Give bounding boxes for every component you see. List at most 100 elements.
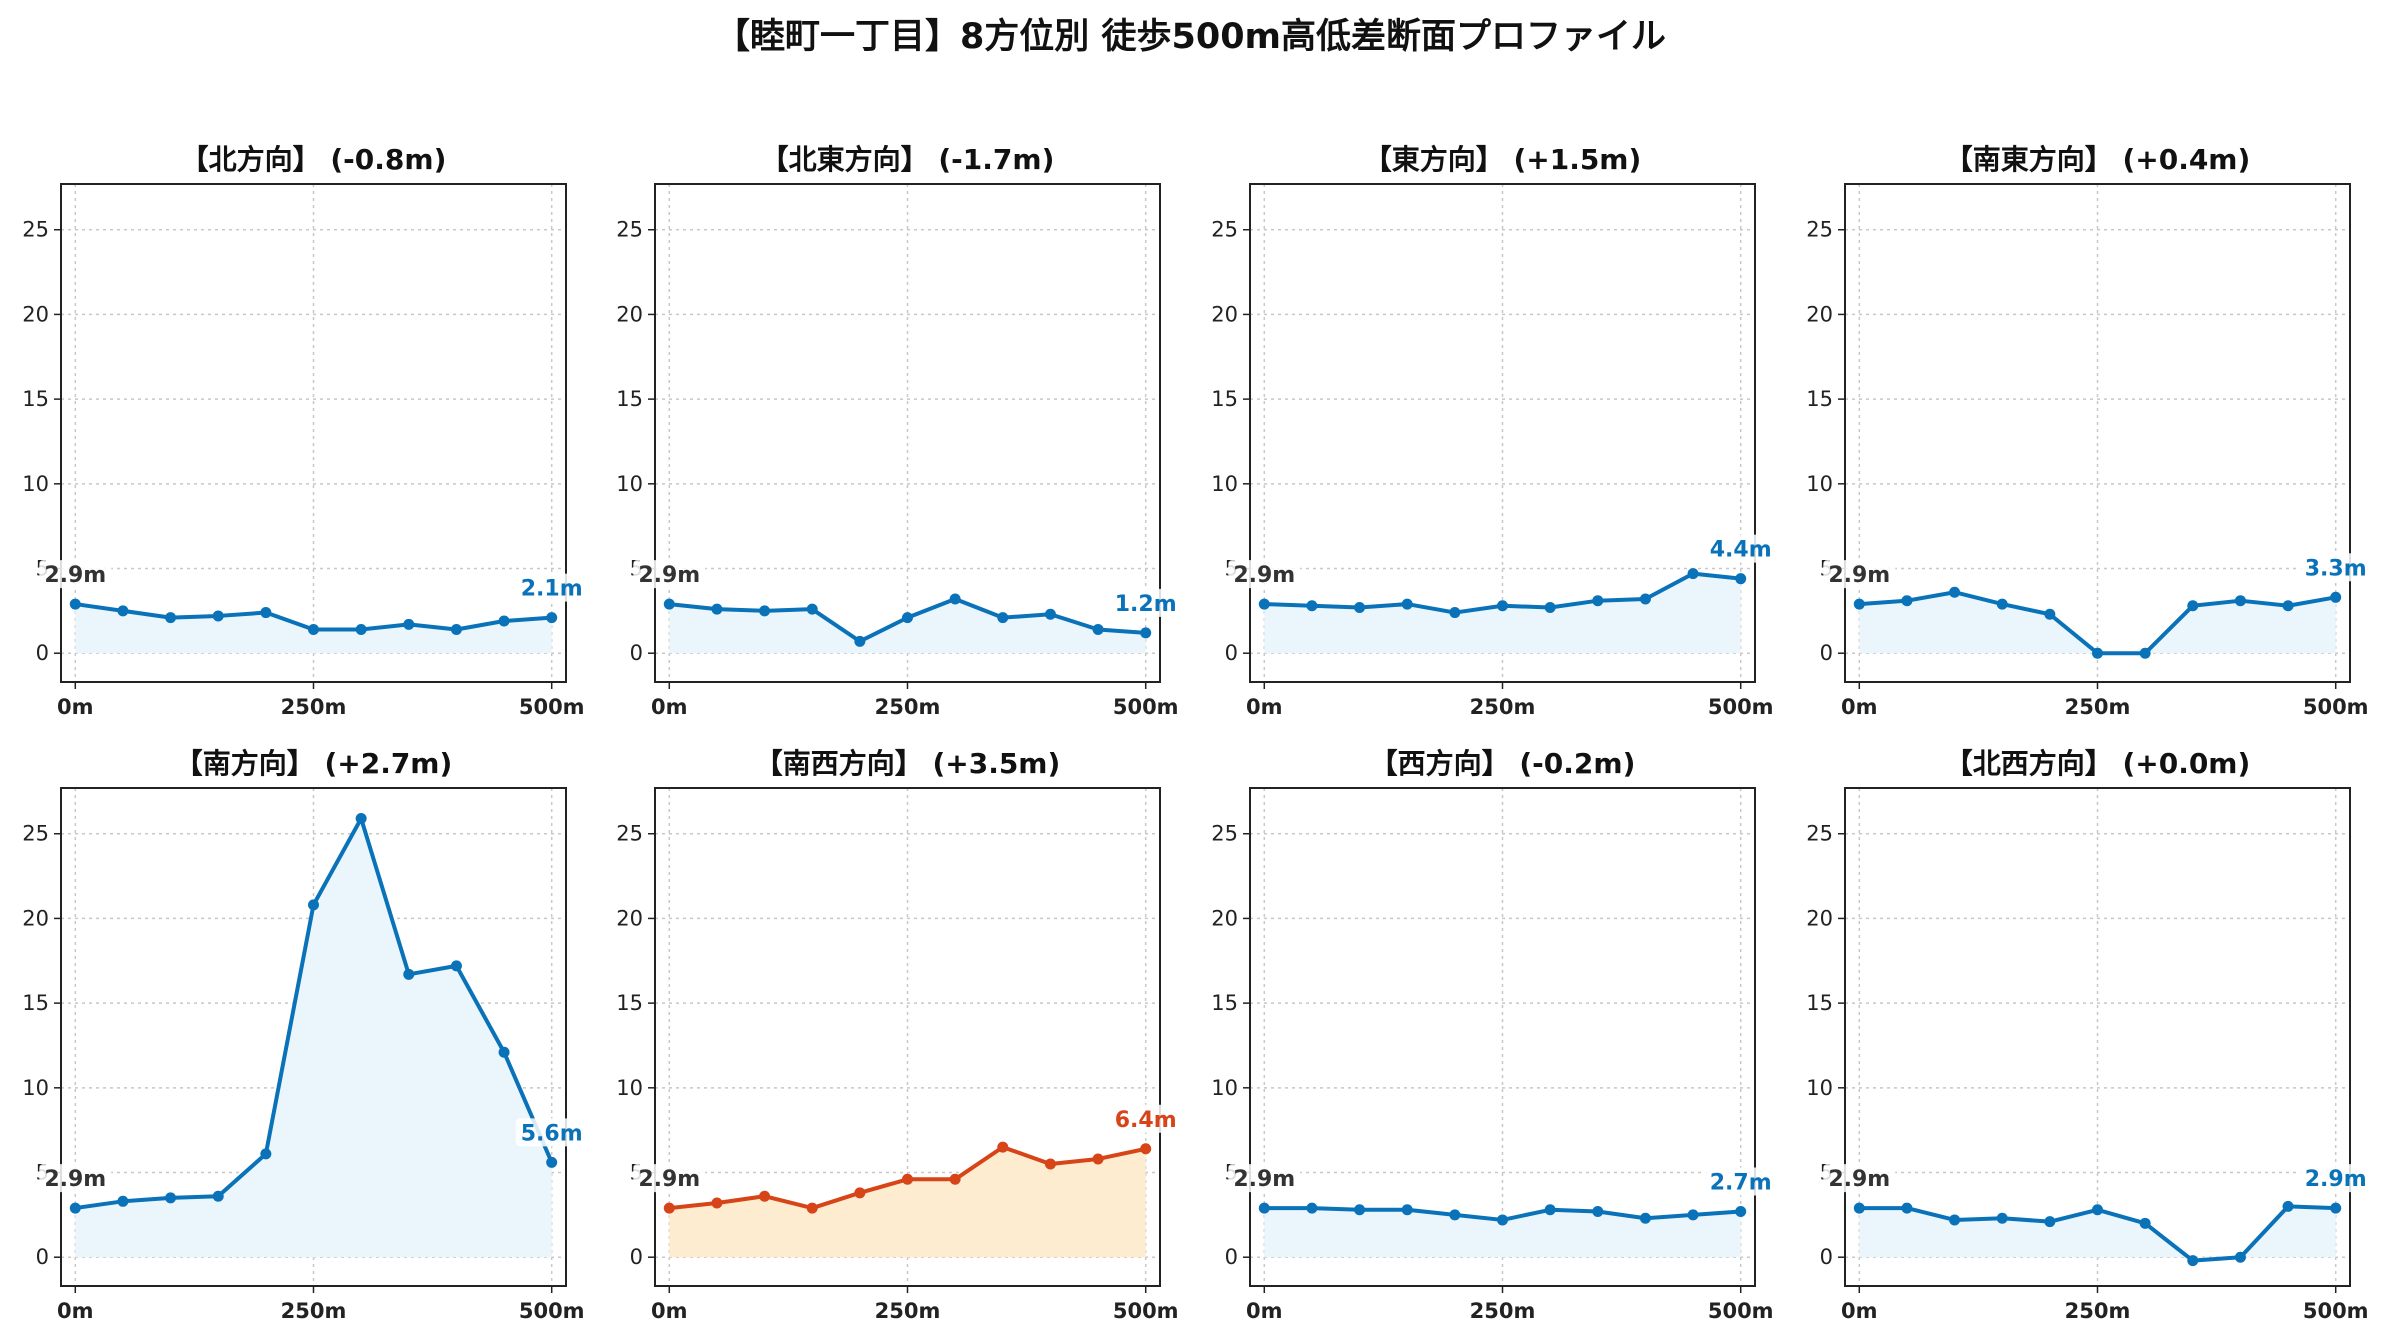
x-tick-label: 500m [1113,1299,1179,1323]
y-tick-label: 10 [1211,472,1238,496]
data-point [308,623,319,635]
x-tick-label: 500m [2303,695,2369,719]
data-point [1044,608,1056,620]
y-tick-label: 25 [22,218,49,242]
end-value-label: 2.9m [2305,1167,2367,1192]
data-point [1592,595,1604,607]
x-tick-label: 500m [1113,695,1179,719]
plot-frame [1249,183,1756,683]
data-point [711,603,723,615]
y-tick-label: 25 [1211,218,1238,242]
subplot-5: 【南方向】 (+2.7m)05101520250m250m500m2.9m5.6… [22,747,588,1323]
data-point [1401,598,1413,610]
subplot-4: 【南東方向】 (+0.4m)05101520250m250m500m2.9m3.… [1806,143,2372,719]
data-point [759,605,771,617]
y-tick-label: 0 [1820,1245,1833,1269]
start-value-label: 2.9m [638,1167,700,1192]
start-label-bg [1823,1164,1896,1193]
y-tick-label: 20 [1211,302,1238,326]
subplot-6: 【南西方向】 (+3.5m)05101520250m250m500m2.9m6.… [616,747,1182,1323]
x-tick-label: 500m [519,1299,585,1323]
y-tick-label: 10 [616,472,643,496]
data-point [806,603,818,615]
plot-frame [1844,787,2351,1287]
data-point [711,1197,723,1209]
data-point [165,1192,177,1204]
x-tick-label: 0m [57,1299,94,1323]
y-tick-label: 25 [1806,822,1833,846]
data-point [2044,608,2056,620]
data-point [1544,1204,1556,1216]
data-point [1258,1202,1270,1214]
data-point [1853,1202,1865,1214]
data-point [854,635,866,647]
y-tick-label: 20 [1211,906,1238,930]
data-point [663,598,675,610]
end-value-label: 5.6m [521,1121,583,1146]
data-point [2187,600,2199,612]
data-point [1544,601,1556,613]
data-point [1258,598,1270,610]
y-tick-label: 0 [630,1245,643,1269]
x-tick-label: 0m [57,695,94,719]
area-fill [1264,573,1741,654]
data-point [1901,1202,1913,1214]
y-tick-label: 0 [36,1245,49,1269]
data-point [546,1156,558,1168]
data-point [212,610,224,622]
x-tick-label: 250m [281,1299,347,1323]
y-tick-label: 15 [616,991,643,1015]
y-tick-label: 20 [22,906,49,930]
y-tick-label: 20 [1806,302,1833,326]
data-point [308,899,319,911]
start-label-bg [39,560,112,589]
data-point [1853,598,1865,610]
data-point [1735,1205,1747,1217]
start-value-label: 2.9m [1828,1167,1890,1192]
data-point [902,1173,913,1185]
y-tick-label: 25 [1211,822,1238,846]
data-point [450,960,462,972]
data-point [403,968,415,980]
data-point [498,1046,510,1058]
data-point [949,593,961,605]
data-point [902,612,913,624]
end-label-bg [1704,534,1777,563]
x-tick-label: 250m [1470,695,1536,719]
subplot-title: 【南東方向】 (+0.4m) [1945,143,2251,176]
area-fill [1264,1208,1741,1258]
start-label-bg [39,1164,112,1193]
subplot-title: 【東方向】 (+1.5m) [1364,143,1642,176]
plot-frame [654,183,1161,683]
start-value-label: 2.9m [1233,1167,1295,1192]
data-point [403,618,415,630]
y-tick-label: 0 [1225,1245,1238,1269]
data-point [2187,1255,2199,1267]
end-value-label: 4.4m [1710,538,1772,563]
data-point [1092,623,1104,635]
subplot-7: 【西方向】 (-0.2m)05101520250m250m500m2.9m2.7… [1211,747,1777,1323]
data-point [2139,1217,2151,1229]
start-value-label: 2.9m [1828,563,1890,588]
data-point [2092,647,2103,659]
y-tick-label: 25 [22,822,49,846]
start-label-bg [633,1164,706,1193]
data-point [2282,1200,2294,1212]
end-label-bg [1704,1167,1777,1196]
subplot-1: 【北方向】 (-0.8m)05101520250m250m500m2.9m2.1… [22,143,588,719]
data-point [1497,600,1508,612]
data-point [2330,591,2342,603]
area-fill [669,1147,1146,1258]
y-tick-label: 15 [616,387,643,411]
start-value-label: 2.9m [44,563,106,588]
data-point [165,612,177,624]
data-point [2139,647,2151,659]
subplot-title: 【南方向】 (+2.7m) [175,747,453,780]
x-tick-label: 0m [1246,695,1283,719]
x-tick-label: 250m [281,695,347,719]
y-tick-label: 10 [1806,1076,1833,1100]
data-point [2044,1216,2056,1228]
plot-frame [60,787,567,1287]
subplot-title: 【西方向】 (-0.2m) [1370,747,1636,780]
x-tick-label: 0m [1841,1299,1878,1323]
